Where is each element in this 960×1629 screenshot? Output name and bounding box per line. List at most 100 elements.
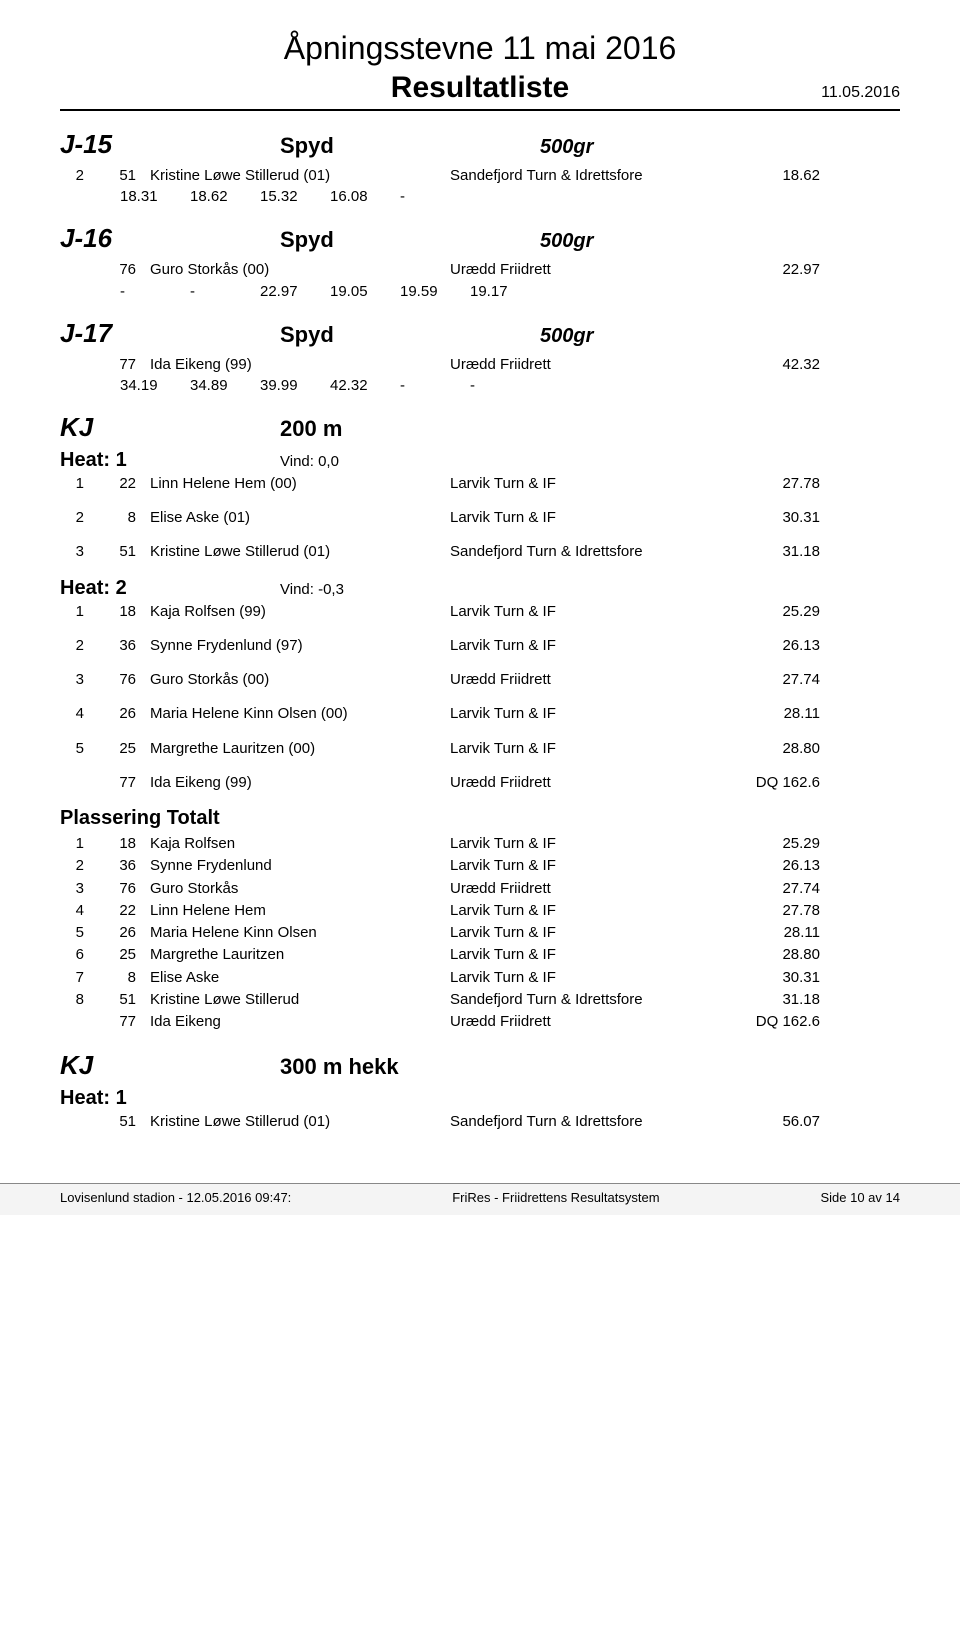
place: 2	[60, 636, 100, 656]
place: 7	[60, 968, 100, 988]
result-row: 526Maria Helene Kinn OlsenLarvik Turn & …	[60, 923, 900, 943]
place: 3	[60, 879, 100, 899]
heat-label: Heat: 1	[60, 1087, 280, 1110]
heat-label: Heat: 2	[60, 577, 280, 600]
club: Larvik Turn & IF	[450, 508, 730, 528]
footer-right: Side 10 av 14	[820, 1190, 900, 1205]
result-row: 422Linn Helene HemLarvik Turn & IF27.78	[60, 901, 900, 921]
bib: 77	[100, 355, 150, 375]
club: Larvik Turn & IF	[450, 856, 730, 876]
heat-header: Heat: 1Vind: 0,0	[60, 449, 900, 472]
place: 8	[60, 990, 100, 1010]
result-row: 78Elise AskeLarvik Turn & IF30.31	[60, 968, 900, 988]
club: Larvik Turn & IF	[450, 704, 730, 724]
place: 5	[60, 739, 100, 759]
attempt: 16.08	[330, 188, 400, 205]
athlete-name: Kaja Rolfsen (99)	[150, 602, 450, 622]
attempt: -	[400, 377, 470, 394]
result-row: 236Synne Frydenlund (97)Larvik Turn & IF…	[60, 636, 900, 656]
athlete-name: Margrethe Lauritzen	[150, 945, 450, 965]
bib: 25	[100, 945, 150, 965]
result: 26.13	[730, 856, 820, 876]
result-row: 77Ida Eikeng (99)Urædd FriidrettDQ 162.6	[60, 773, 900, 793]
bib: 77	[100, 773, 150, 793]
result: 31.18	[730, 990, 820, 1010]
attempt: 19.59	[400, 283, 470, 300]
bib: 25	[100, 739, 150, 759]
result-row: 376Guro StorkåsUrædd Friidrett27.74	[60, 879, 900, 899]
result-row: 376Guro Storkås (00)Urædd Friidrett27.74	[60, 670, 900, 690]
result-row: 351Kristine Løwe Stillerud (01)Sandefjor…	[60, 542, 900, 562]
bib: 51	[100, 166, 150, 186]
page-footer: Lovisenlund stadion - 12.05.2016 09:47: …	[0, 1183, 960, 1215]
place: 1	[60, 602, 100, 622]
event-spec: 500gr	[540, 136, 593, 159]
place: 4	[60, 704, 100, 724]
club: Urædd Friidrett	[450, 773, 730, 793]
result: 56.07	[730, 1112, 820, 1132]
events-container: J-15Spyd500gr251Kristine Løwe Stillerud …	[60, 129, 900, 1133]
club: Urædd Friidrett	[450, 670, 730, 690]
bib: 76	[100, 879, 150, 899]
bib: 18	[100, 834, 150, 854]
event-discipline: Spyd	[280, 322, 540, 348]
event-category: J-15	[60, 129, 280, 160]
athlete-name: Ida Eikeng	[150, 1012, 450, 1032]
place: 4	[60, 901, 100, 921]
athlete-name: Maria Helene Kinn Olsen (00)	[150, 704, 450, 724]
event-header: KJ200 m	[60, 412, 900, 443]
result-row: 426Maria Helene Kinn Olsen (00)Larvik Tu…	[60, 704, 900, 724]
result: 27.74	[730, 879, 820, 899]
bib: 51	[100, 1112, 150, 1132]
place: 1	[60, 834, 100, 854]
attempt: -	[120, 283, 190, 300]
attempts-row: 34.1934.8939.9942.32--	[120, 377, 900, 394]
event-header: KJ300 m hekk	[60, 1050, 900, 1081]
result: 28.80	[730, 739, 820, 759]
place: 2	[60, 166, 100, 186]
athlete-name: Kristine Løwe Stillerud	[150, 990, 450, 1010]
attempt: 22.97	[260, 283, 330, 300]
result: 26.13	[730, 636, 820, 656]
bib: 8	[100, 508, 150, 528]
club: Sandefjord Turn & Idrettsfore	[450, 542, 730, 562]
event-discipline: Spyd	[280, 227, 540, 253]
club: Larvik Turn & IF	[450, 923, 730, 943]
attempt: 42.32	[330, 377, 400, 394]
attempt: 19.17	[470, 283, 540, 300]
club: Sandefjord Turn & Idrettsfore	[450, 1112, 730, 1132]
attempt	[470, 188, 540, 205]
page: Åpningsstevne 11 mai 2016 Resultatliste …	[0, 0, 960, 1153]
athlete-name: Linn Helene Hem (00)	[150, 474, 450, 494]
athlete-name: Synne Frydenlund	[150, 856, 450, 876]
athlete-name: Synne Frydenlund (97)	[150, 636, 450, 656]
result-row: 122Linn Helene Hem (00)Larvik Turn & IF2…	[60, 474, 900, 494]
totals-title: Plassering Totalt	[60, 807, 900, 830]
result: 25.29	[730, 834, 820, 854]
place: 3	[60, 670, 100, 690]
club: Urædd Friidrett	[450, 260, 730, 280]
result: 31.18	[730, 542, 820, 562]
athlete-name: Linn Helene Hem	[150, 901, 450, 921]
bib: 77	[100, 1012, 150, 1032]
footer-mid: FriRes - Friidrettens Resultatsystem	[452, 1190, 659, 1205]
result-row: 625Margrethe LauritzenLarvik Turn & IF28…	[60, 945, 900, 965]
bib: 76	[100, 670, 150, 690]
athlete-name: Kristine Løwe Stillerud (01)	[150, 542, 450, 562]
event-spec: 500gr	[540, 325, 593, 348]
place: 2	[60, 856, 100, 876]
result-row: 77Ida EikengUrædd FriidrettDQ 162.6	[60, 1012, 900, 1032]
attempt: -	[400, 188, 470, 205]
athlete-name: Kristine Løwe Stillerud (01)	[150, 166, 450, 186]
club: Larvik Turn & IF	[450, 602, 730, 622]
club: Larvik Turn & IF	[450, 968, 730, 988]
club: Sandefjord Turn & Idrettsfore	[450, 166, 730, 186]
result-row: 236Synne FrydenlundLarvik Turn & IF26.13	[60, 856, 900, 876]
attempt: 15.32	[260, 188, 330, 205]
event-header: J-17Spyd500gr	[60, 318, 900, 349]
attempt: 39.99	[260, 377, 330, 394]
club: Larvik Turn & IF	[450, 474, 730, 494]
result: 28.11	[730, 923, 820, 943]
club: Urædd Friidrett	[450, 879, 730, 899]
club: Larvik Turn & IF	[450, 945, 730, 965]
